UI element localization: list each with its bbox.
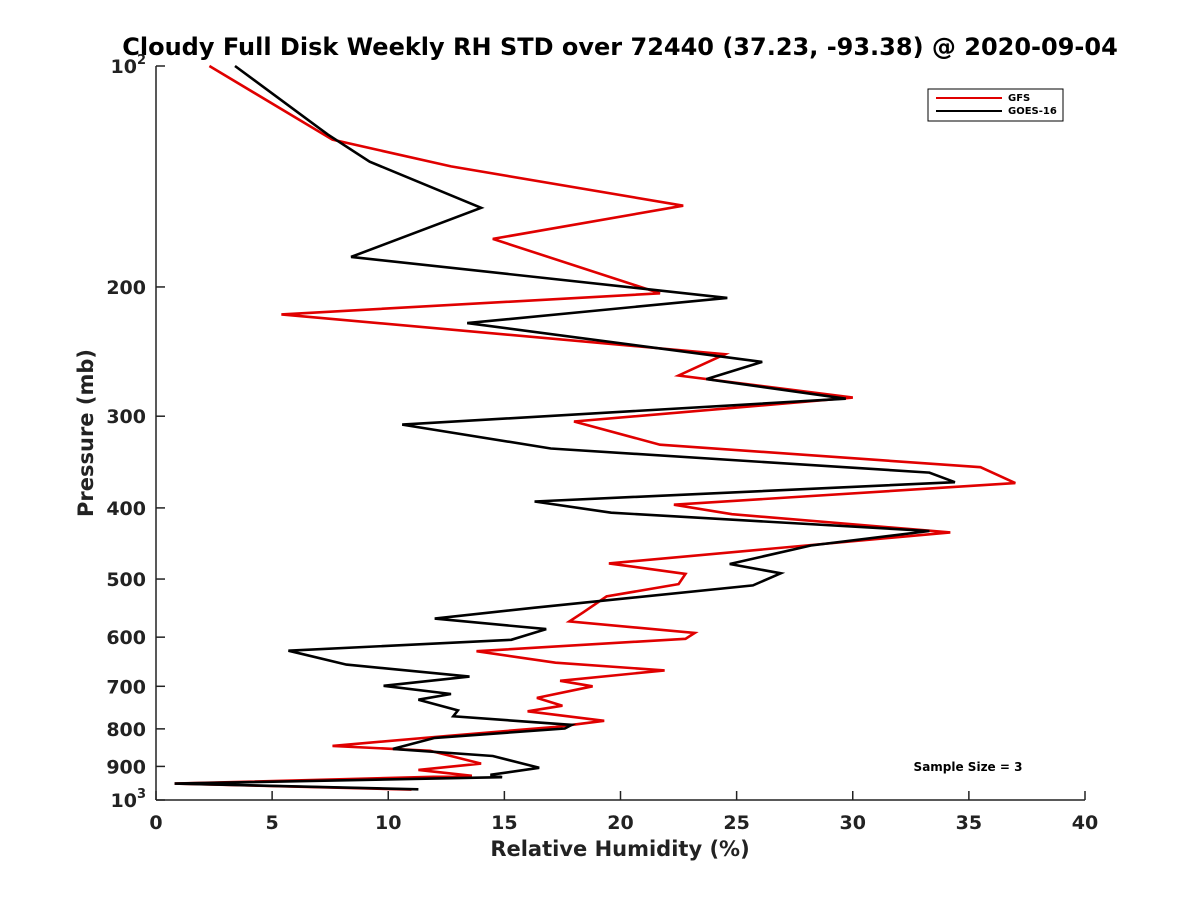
y-tick-label: 900 bbox=[106, 756, 146, 778]
x-tick-label: 25 bbox=[723, 812, 749, 834]
x-tick-label: 20 bbox=[607, 812, 633, 834]
y-tick-label: 800 bbox=[106, 719, 146, 741]
y-tick-label: 500 bbox=[106, 569, 146, 591]
y-tick-label: 700 bbox=[106, 676, 146, 698]
legend-label-gfs: GFS bbox=[1008, 93, 1030, 104]
axes: 0 5 10 15 20 25 30 35 40 102 200 300 400 500 600 700 800… bbox=[106, 53, 1098, 834]
chart-title: Cloudy Full Disk Weekly RH STD over 7244… bbox=[122, 33, 1118, 61]
y-tick-label: 300 bbox=[106, 406, 146, 428]
x-tick-label: 0 bbox=[149, 812, 162, 834]
y-tick-label: 103 bbox=[111, 787, 147, 812]
x-tick-label: 30 bbox=[840, 812, 866, 834]
series-layer bbox=[174, 64, 1016, 791]
y-tick-label: 400 bbox=[106, 498, 146, 520]
x-tick-label: 40 bbox=[1072, 812, 1098, 834]
legend-box bbox=[927, 88, 1064, 122]
x-axis-label: Relative Humidity (%) bbox=[490, 837, 749, 861]
y-axis-label: Pressure (mb) bbox=[74, 349, 98, 517]
y-tick-label: 600 bbox=[106, 627, 146, 649]
x-tick-label: 5 bbox=[266, 812, 279, 834]
legend: GFS GOES-16 bbox=[927, 88, 1064, 122]
legend-label-goes16: GOES-16 bbox=[1008, 106, 1057, 117]
series-line-goes16 bbox=[174, 64, 956, 791]
x-tick-label: 15 bbox=[491, 812, 517, 834]
sample-size-annotation: Sample Size = 3 bbox=[914, 760, 1023, 774]
y-tick-label: 200 bbox=[106, 277, 146, 299]
y-tick-label: 102 bbox=[111, 53, 147, 78]
x-tick-label: 10 bbox=[375, 812, 401, 834]
x-tick-label: 35 bbox=[956, 812, 982, 834]
